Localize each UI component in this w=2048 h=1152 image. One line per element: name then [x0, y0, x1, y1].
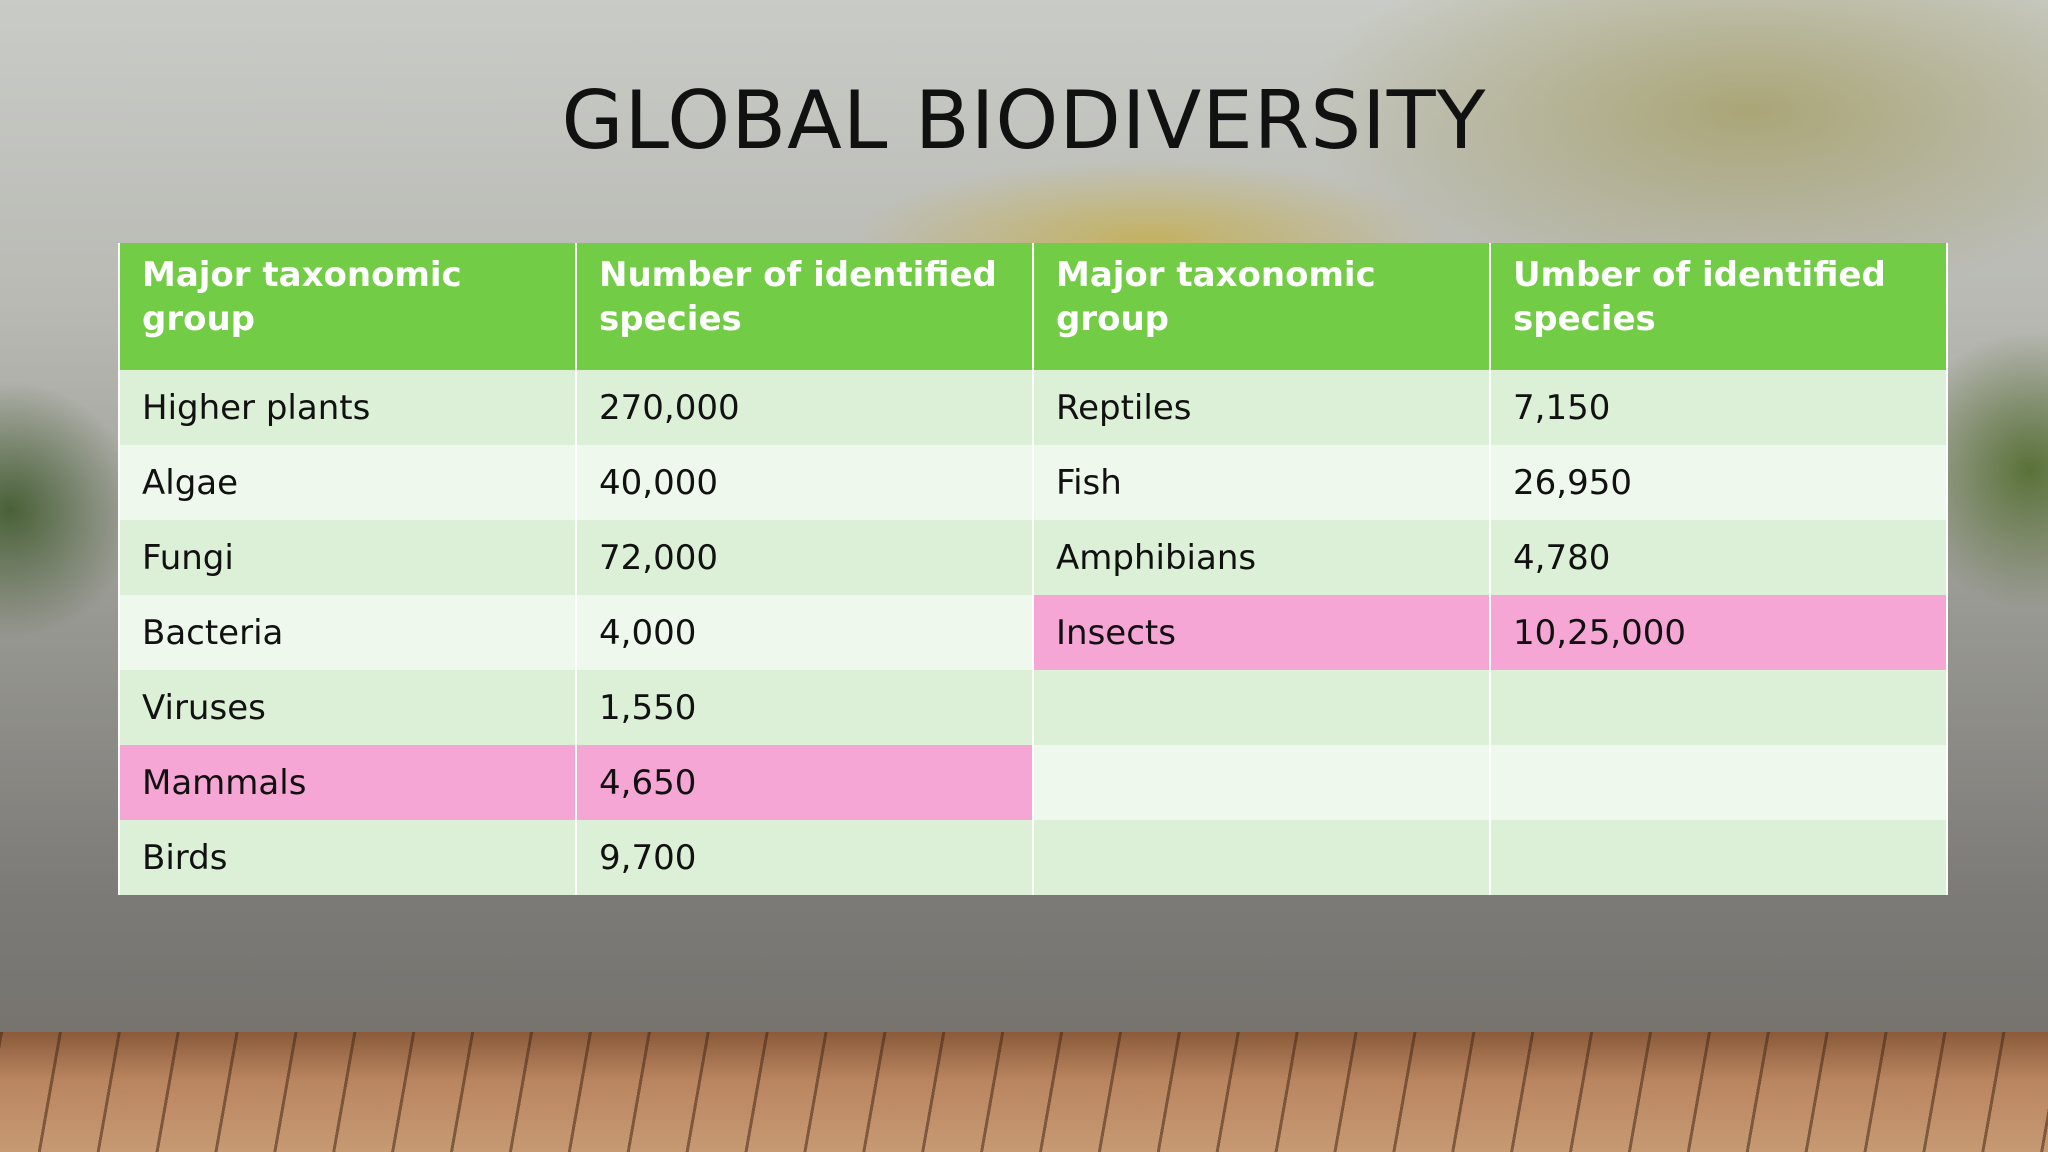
table-row: Algae 40,000 Fish 26,950: [118, 445, 1948, 520]
table-row: Mammals 4,650: [118, 745, 1948, 820]
highlighted-cell: Mammals: [118, 745, 577, 820]
wood-floor: [0, 1032, 2048, 1152]
cell: Amphibians: [1032, 520, 1491, 595]
table-row: Viruses 1,550: [118, 670, 1948, 745]
header-cell: Major taxonomic group: [118, 243, 577, 370]
cell: 7,150: [1489, 370, 1948, 445]
cell: 270,000: [575, 370, 1034, 445]
cell: Reptiles: [1032, 370, 1491, 445]
highlighted-cell: Insects: [1032, 595, 1491, 670]
empty-cell: [1032, 820, 1491, 895]
cell: 40,000: [575, 445, 1034, 520]
cell: 9,700: [575, 820, 1034, 895]
cell: 1,550: [575, 670, 1034, 745]
cell: Fungi: [118, 520, 577, 595]
cell: Higher plants: [118, 370, 577, 445]
empty-cell: [1032, 745, 1491, 820]
header-cell: Major taxonomic group: [1032, 243, 1491, 370]
cell: Bacteria: [118, 595, 577, 670]
cell: Viruses: [118, 670, 577, 745]
empty-cell: [1489, 670, 1948, 745]
table-row: Fungi 72,000 Amphibians 4,780: [118, 520, 1948, 595]
cell: 72,000: [575, 520, 1034, 595]
cell: 4,780: [1489, 520, 1948, 595]
highlighted-cell: 10,25,000: [1489, 595, 1948, 670]
empty-cell: [1032, 670, 1491, 745]
table-row: Bacteria 4,000 Insects 10,25,000: [118, 595, 1948, 670]
cell: Birds: [118, 820, 577, 895]
cell: Fish: [1032, 445, 1491, 520]
highlighted-cell: 4,650: [575, 745, 1034, 820]
slide-title: GLOBAL BIODIVERSITY: [561, 74, 1487, 167]
empty-cell: [1489, 745, 1948, 820]
header-cell: Umber of identified species: [1489, 243, 1948, 370]
table-row: Higher plants 270,000 Reptiles 7,150: [118, 370, 1948, 445]
biodiversity-table: Major taxonomic group Number of identifi…: [118, 243, 1948, 895]
empty-cell: [1489, 820, 1948, 895]
cell: Algae: [118, 445, 577, 520]
header-row: Major taxonomic group Number of identifi…: [118, 243, 1948, 370]
cell: 26,950: [1489, 445, 1948, 520]
table-row: Birds 9,700: [118, 820, 1948, 895]
cell: 4,000: [575, 595, 1034, 670]
header-cell: Number of identified species: [575, 243, 1034, 370]
